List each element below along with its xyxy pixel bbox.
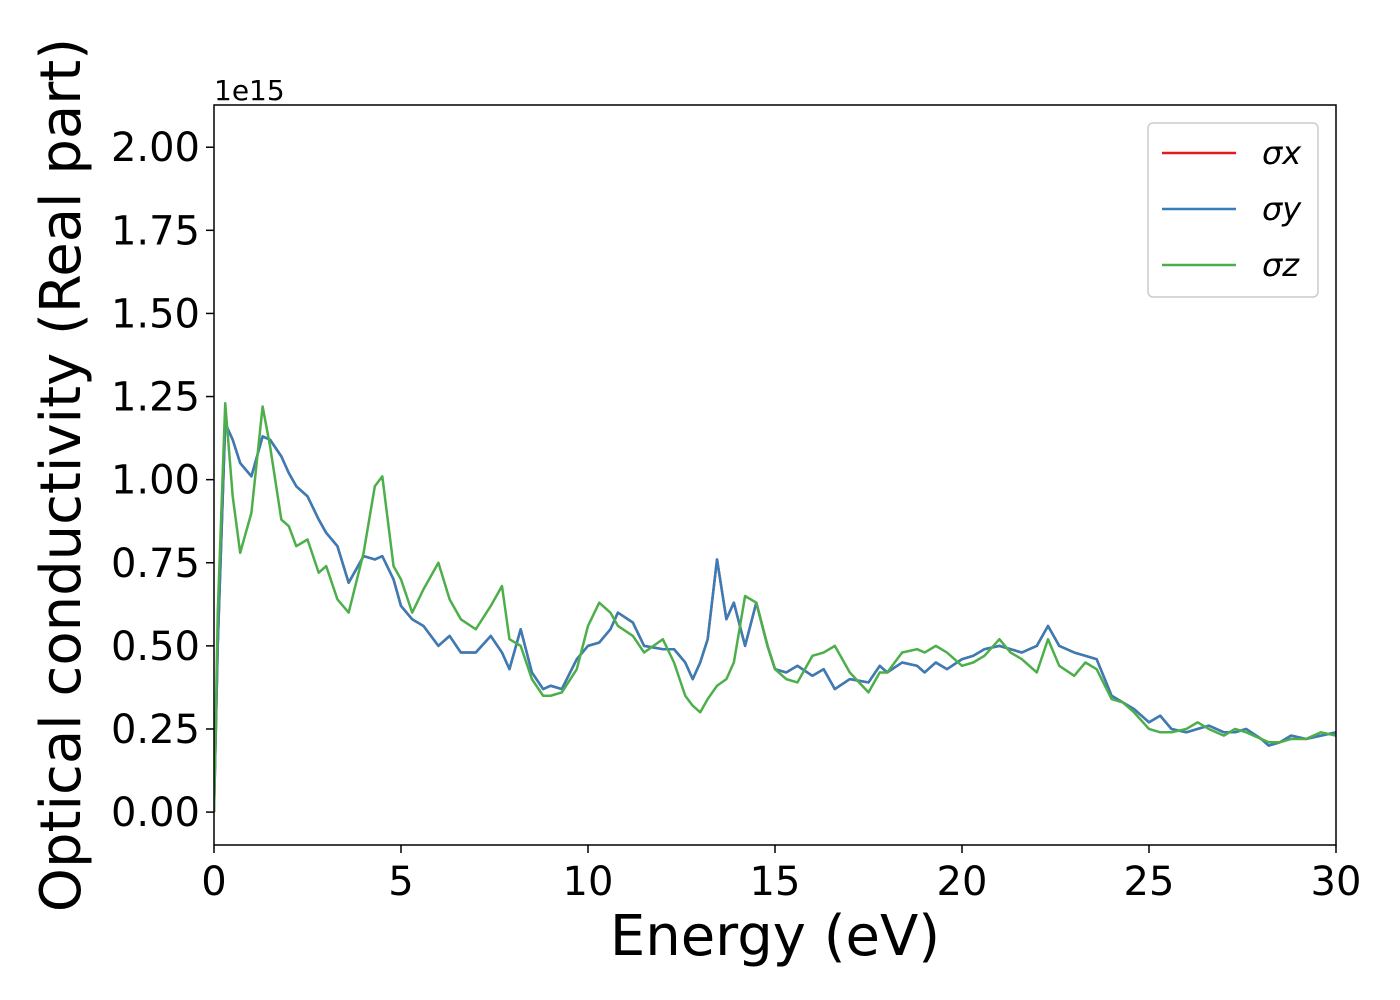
x-tick-label: 20 — [937, 859, 988, 905]
y-tick-label: 0.00 — [111, 790, 200, 836]
y-tick-label: 1.25 — [111, 375, 200, 421]
y-tick-label: 1.75 — [111, 208, 200, 254]
plot-frame — [213, 104, 1337, 846]
legend-label: σx — [1262, 134, 1302, 172]
y-tick-label: 0.75 — [111, 541, 200, 587]
y-tick-label: 1.00 — [111, 458, 200, 504]
x-tick-label: 10 — [563, 859, 614, 905]
y-tick-label: 1.50 — [111, 291, 200, 337]
legend: σx σy σz — [1147, 122, 1319, 298]
x-tick-label: 5 — [388, 859, 413, 905]
x-tick-label: 15 — [750, 859, 801, 905]
x-axis-label: Energy (eV) — [610, 904, 940, 969]
x-tick-label: 25 — [1124, 859, 1175, 905]
y-axis-label: Optical conductivity (Real part) — [29, 38, 94, 912]
y-offset-label: 1e15 — [214, 74, 285, 107]
legend-label: σy — [1262, 190, 1302, 228]
legend-label: σz — [1262, 246, 1300, 284]
series-line — [214, 401, 1336, 813]
plot-lines — [214, 401, 1336, 813]
x-tick-label: 30 — [1311, 859, 1362, 905]
y-tick-label: 0.25 — [111, 707, 200, 753]
y-tick-label: 2.00 — [111, 125, 200, 171]
y-tick-label: 0.50 — [111, 624, 200, 670]
x-tick-label: 0 — [201, 859, 226, 905]
